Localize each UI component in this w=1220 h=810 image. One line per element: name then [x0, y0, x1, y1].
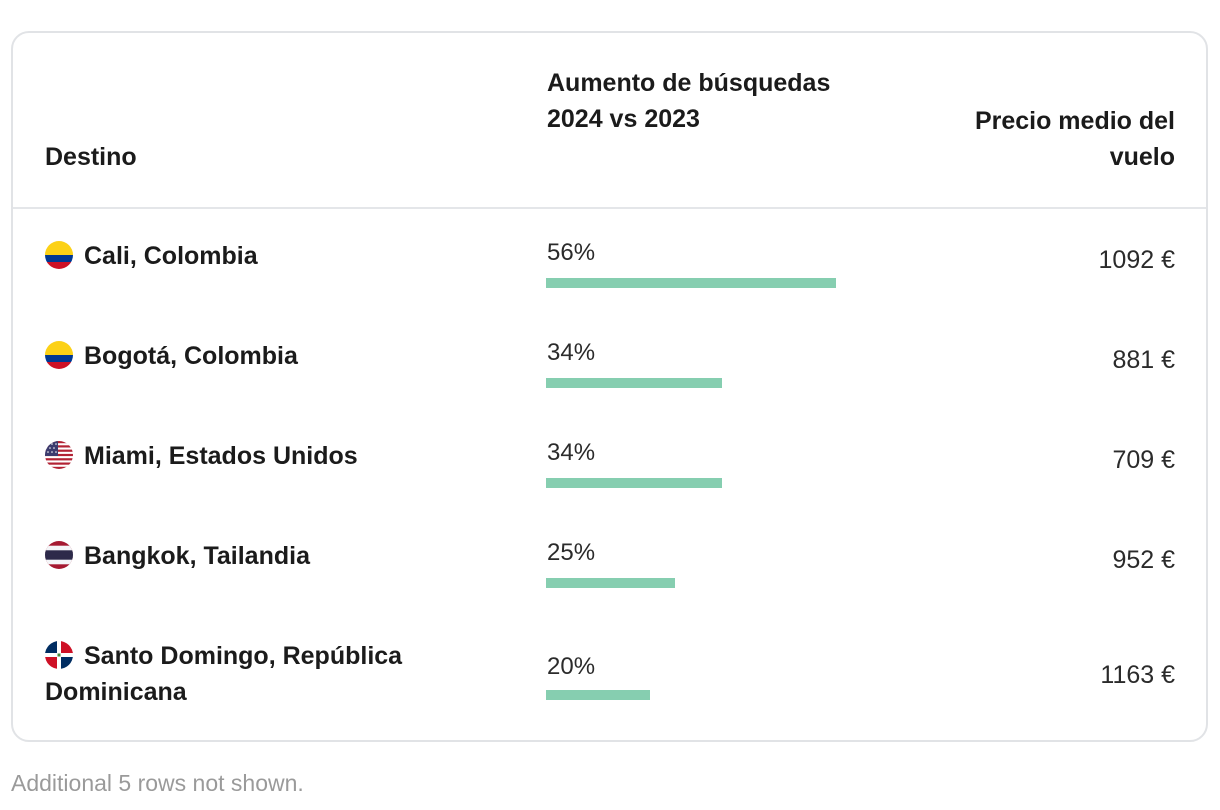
increase-bar-track	[546, 378, 836, 388]
destination-cell: Miami, Estados Unidos	[45, 438, 465, 474]
increase-bar	[546, 278, 836, 288]
thailand-flag-icon	[45, 541, 73, 569]
increase-bar	[546, 378, 722, 388]
colombia-flag-icon	[45, 341, 73, 369]
increase-label: 20%	[547, 653, 596, 680]
destinations-table: Destino Aumento de búsquedas 2024 vs 202…	[11, 31, 1208, 742]
destination-cell: Santo Domingo, República Dominicana	[45, 638, 465, 710]
destination-name: Santo Domingo, República Dominicana	[45, 642, 403, 706]
increase-bar-track	[546, 690, 836, 700]
increase-label: 34%	[547, 439, 596, 466]
increase-label: 56%	[547, 239, 596, 266]
price-cell: 1163 €	[1100, 661, 1175, 689]
destination-name: Cali, Colombia	[84, 242, 258, 270]
header-search-increase[interactable]: Aumento de búsquedas 2024 vs 2023	[547, 69, 831, 133]
increase-bar	[546, 478, 722, 488]
destination-cell: Cali, Colombia	[45, 238, 465, 274]
increase-bar	[546, 578, 675, 588]
destination-name: Bangkok, Tailandia	[84, 542, 310, 570]
usa-flag-icon	[45, 441, 73, 469]
destination-cell: Bogotá, Colombia	[45, 338, 465, 374]
increase-bar-track	[546, 278, 836, 288]
price-cell: 1092 €	[1098, 246, 1175, 274]
destination-name: Miami, Estados Unidos	[84, 442, 358, 470]
increase-label: 34%	[547, 339, 596, 366]
header-destination[interactable]: Destino	[45, 143, 137, 171]
dominican-republic-flag-icon	[45, 641, 73, 669]
colombia-flag-icon	[45, 241, 73, 269]
increase-bar	[546, 690, 650, 700]
price-cell: 709 €	[1112, 446, 1175, 474]
price-cell: 881 €	[1112, 346, 1175, 374]
destination-name: Bogotá, Colombia	[84, 342, 298, 370]
increase-bar-track	[546, 478, 836, 488]
price-cell: 952 €	[1112, 546, 1175, 574]
increase-label: 25%	[547, 539, 596, 566]
increase-bar-track	[546, 578, 836, 588]
header-average-price[interactable]: Precio medio del vuelo	[974, 107, 1175, 171]
table-header: Destino Aumento de búsquedas 2024 vs 202…	[13, 33, 1206, 209]
rows-hidden-note: Additional 5 rows not shown.	[11, 770, 304, 796]
destination-cell: Bangkok, Tailandia	[45, 538, 465, 574]
